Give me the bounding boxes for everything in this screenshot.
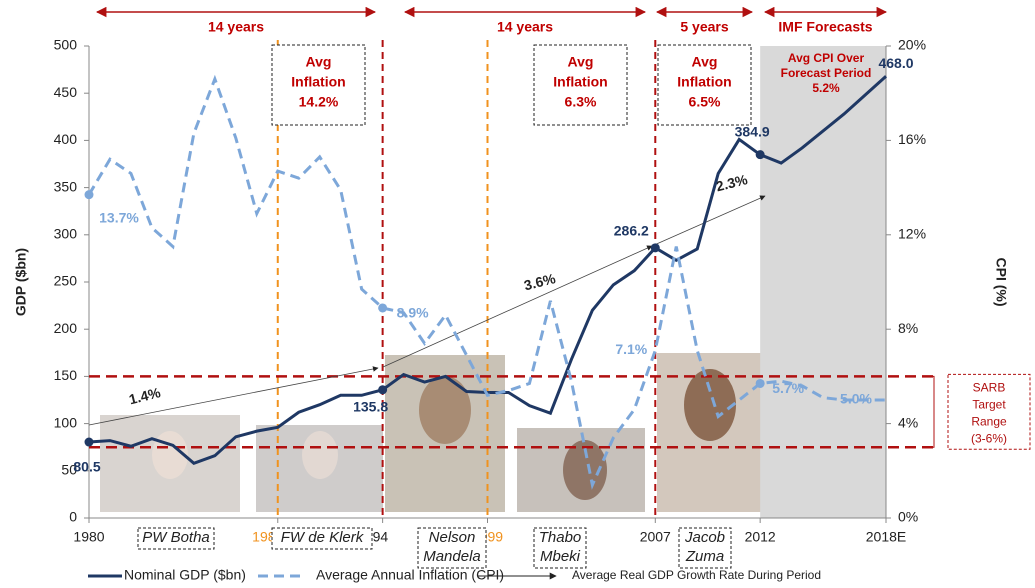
target-label: Target	[972, 398, 1006, 412]
target-label: Range	[971, 415, 1007, 429]
inflation-box-text: 6.3%	[565, 94, 597, 110]
growth-arrow	[651, 195, 766, 247]
point	[378, 303, 388, 313]
target-label: (3-6%)	[971, 432, 1007, 446]
leader-name: Mandela	[423, 548, 481, 565]
growth-label: 1.4%	[127, 384, 162, 407]
value-label: 5.0%	[840, 391, 872, 407]
inflation-box-text: Inflation	[553, 74, 607, 90]
leader-name: FW de Klerk	[281, 529, 365, 546]
point	[650, 243, 660, 253]
y2-tick-label: 0%	[898, 509, 918, 525]
leader-box	[137, 527, 215, 550]
y2-axis-title: CPI (%)	[993, 258, 1009, 307]
point	[84, 437, 94, 447]
y-tick-label: 400	[54, 131, 78, 147]
growth-label: 3.6%	[522, 270, 557, 293]
inflation-box	[533, 44, 628, 126]
y2-tick-label: 12%	[898, 226, 926, 242]
leader-name: Zuma	[685, 548, 724, 565]
x-tick-label: 2018E	[866, 529, 906, 545]
leader-box	[678, 527, 732, 569]
point	[378, 385, 388, 395]
period-label: IMF Forecasts	[778, 19, 872, 35]
value-label: 8.9%	[397, 305, 429, 321]
y-tick-label: 250	[54, 273, 78, 289]
period-label: 14 years	[497, 19, 553, 35]
forecast-box-text: Avg CPI Over	[788, 51, 865, 65]
inflation-box-text: 6.5%	[689, 94, 721, 110]
y2-tick-label: 20%	[898, 37, 926, 53]
inflation-box-text: Inflation	[677, 74, 731, 90]
value-label: 5.7%	[772, 380, 804, 396]
x-tick-label: 1980	[73, 529, 104, 545]
legend-label: Average Annual Inflation (CPI)	[316, 567, 504, 583]
y-tick-label: 300	[54, 226, 78, 242]
y-axis-title: GDP ($bn)	[13, 248, 29, 316]
x-tick-label: 2012	[745, 529, 776, 545]
forecast-box-text: 5.2%	[812, 81, 840, 95]
y-tick-label: 100	[54, 414, 78, 430]
y-tick-label: 350	[54, 178, 78, 194]
value-label: 384.9	[735, 123, 770, 139]
leader-name: Mbeki	[540, 548, 581, 565]
y-tick-label: 150	[54, 367, 78, 383]
growth-arrow	[382, 245, 653, 368]
leader-name: Nelson	[429, 529, 476, 546]
photo-face	[684, 369, 736, 441]
y-tick-label: 450	[54, 84, 78, 100]
value-label: 468.0	[878, 55, 913, 71]
growth-arrow	[88, 366, 379, 426]
inflation-box	[271, 44, 366, 126]
inflation-box	[657, 44, 752, 126]
inflation-box-text: Avg	[692, 54, 718, 70]
period-label: 14 years	[208, 19, 264, 35]
photo-face	[563, 440, 607, 500]
y2-tick-label: 8%	[898, 320, 918, 336]
inflation-box-text: Avg	[568, 54, 594, 70]
inflation-box-text: 14.2%	[299, 94, 339, 110]
inflation-line	[87, 74, 886, 490]
leader-name: PW Botha	[142, 529, 210, 546]
value-label: 7.1%	[615, 341, 647, 357]
leader-box	[417, 527, 487, 569]
photo-face	[302, 431, 338, 479]
inflation-box-text: Inflation	[291, 74, 345, 90]
y2-tick-label: 4%	[898, 414, 918, 430]
forecast-box-text: Forecast Period	[781, 66, 872, 80]
y-tick-label: 0	[69, 509, 77, 525]
value-label: 13.7%	[99, 209, 139, 225]
y2-tick-label: 16%	[898, 131, 926, 147]
photo-face	[419, 376, 471, 444]
x-tick-label: 2007	[640, 529, 671, 545]
y-tick-label: 500	[54, 37, 78, 53]
forecast-shade	[760, 46, 886, 518]
target-bracket	[928, 375, 935, 448]
value-label: 286.2	[614, 223, 649, 239]
leader-photos	[100, 353, 765, 512]
target-box	[947, 373, 1031, 450]
point	[84, 190, 94, 200]
value-label: 135.8	[353, 399, 388, 415]
target-label: SARB	[973, 381, 1006, 395]
leader-box	[533, 527, 587, 569]
inflation-box-text: Avg	[306, 54, 332, 70]
period-label: 5 years	[680, 19, 728, 35]
y-tick-label: 200	[54, 320, 78, 336]
legend-label: Nominal GDP ($bn)	[124, 567, 246, 583]
point	[755, 378, 765, 388]
leader-name: Jacob	[684, 529, 725, 546]
point	[755, 150, 765, 160]
y-tick-label: 50	[61, 462, 77, 478]
legend-label: Average Real GDP Growth Rate During Peri…	[572, 568, 821, 582]
value-label: 80.5	[73, 459, 100, 475]
leader-name: Thabo	[539, 529, 582, 546]
growth-label: 2.3%	[714, 171, 749, 194]
leader-box	[271, 527, 373, 550]
